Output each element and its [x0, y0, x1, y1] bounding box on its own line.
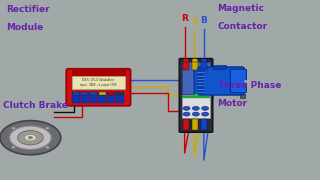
Circle shape	[25, 134, 36, 141]
Bar	[107, 92, 115, 103]
Circle shape	[202, 112, 209, 116]
Text: R: R	[181, 14, 188, 23]
FancyBboxPatch shape	[179, 58, 213, 132]
Bar	[192, 59, 198, 70]
Circle shape	[11, 146, 16, 148]
Bar	[197, 68, 204, 94]
FancyBboxPatch shape	[230, 69, 246, 93]
Circle shape	[11, 127, 16, 129]
Text: Three Phase: Three Phase	[218, 81, 281, 90]
Text: Rectifier: Rectifier	[6, 5, 50, 14]
Bar	[201, 119, 207, 130]
Circle shape	[183, 106, 190, 110]
Circle shape	[192, 106, 199, 110]
Circle shape	[192, 58, 198, 62]
FancyBboxPatch shape	[194, 67, 244, 95]
Bar	[183, 119, 189, 130]
Bar	[108, 92, 115, 95]
Text: Clutch Brake: Clutch Brake	[3, 101, 68, 110]
Bar	[213, 65, 226, 69]
Bar	[240, 94, 245, 98]
Circle shape	[18, 130, 43, 145]
Bar	[194, 94, 198, 98]
Bar	[72, 92, 80, 103]
Text: Y: Y	[191, 18, 197, 27]
Bar	[99, 92, 106, 103]
Circle shape	[183, 58, 189, 62]
Bar	[73, 92, 79, 95]
Bar	[182, 95, 210, 118]
Bar	[182, 96, 210, 98]
Bar	[116, 92, 124, 103]
Text: Module: Module	[6, 23, 44, 32]
Bar	[201, 59, 207, 70]
FancyBboxPatch shape	[66, 69, 131, 106]
Circle shape	[202, 106, 209, 110]
Text: D.B.S. 175-4  Soluduktion: D.B.S. 175-4 Soluduktion	[82, 78, 115, 82]
Bar	[117, 92, 123, 95]
Circle shape	[183, 112, 190, 116]
Bar	[81, 92, 89, 103]
Text: Motor: Motor	[218, 99, 248, 108]
Bar	[81, 92, 88, 95]
Circle shape	[28, 136, 33, 139]
Bar	[192, 119, 198, 130]
Text: Contactor: Contactor	[218, 22, 268, 31]
Bar	[90, 92, 98, 103]
Circle shape	[0, 121, 61, 155]
Bar	[72, 76, 125, 89]
Bar	[183, 59, 189, 70]
Circle shape	[193, 94, 198, 97]
Circle shape	[192, 112, 199, 116]
Circle shape	[201, 58, 207, 62]
Circle shape	[45, 127, 50, 129]
Circle shape	[10, 126, 51, 149]
Bar	[90, 92, 97, 95]
Text: input - 380V - in output 170V: input - 380V - in output 170V	[80, 83, 117, 87]
Bar	[182, 62, 210, 94]
Text: Magnetic: Magnetic	[218, 4, 265, 13]
Circle shape	[45, 146, 50, 148]
Bar	[99, 92, 106, 95]
Bar	[72, 70, 125, 77]
Text: B: B	[200, 16, 207, 25]
